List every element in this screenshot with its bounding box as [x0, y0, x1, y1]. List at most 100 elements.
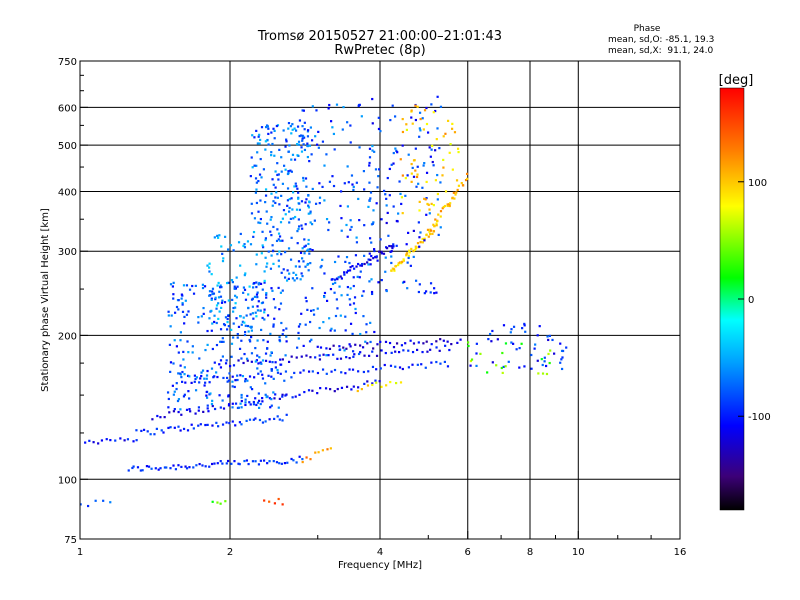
echo-point	[237, 325, 241, 329]
echo-point	[84, 441, 87, 444]
echo-point	[300, 272, 303, 275]
echo-point	[306, 263, 309, 266]
echo-point	[218, 290, 221, 293]
echo-point	[151, 418, 154, 421]
echo-point	[367, 370, 370, 373]
echo-point	[304, 265, 307, 268]
echo-point	[239, 314, 242, 318]
echo-point	[444, 344, 447, 347]
echo-point	[328, 103, 331, 107]
echo-point	[561, 349, 565, 353]
echo-point	[414, 118, 418, 122]
echo-point	[442, 166, 445, 169]
echo-point	[435, 291, 438, 294]
echo-point	[201, 283, 204, 286]
echo-point	[180, 376, 183, 379]
echo-point	[415, 175, 419, 179]
echo-point	[507, 360, 510, 363]
echo-point	[102, 499, 105, 502]
echo-point	[286, 204, 289, 207]
echo-point	[206, 329, 209, 333]
echo-point	[252, 400, 255, 404]
echo-point	[155, 427, 158, 430]
echo-point	[221, 355, 225, 358]
echo-point	[367, 263, 370, 266]
echo-point	[427, 235, 430, 238]
echo-point	[400, 262, 403, 265]
echo-point	[315, 109, 318, 112]
echo-point	[354, 307, 357, 311]
echo-point	[357, 104, 360, 108]
echo-point	[303, 390, 306, 394]
echo-point	[327, 107, 330, 110]
echo-point	[255, 315, 258, 318]
echo-point	[233, 385, 236, 389]
echo-point	[261, 244, 264, 247]
echo-point	[223, 301, 227, 304]
echo-point	[437, 213, 440, 216]
echo-point	[232, 322, 235, 325]
echo-point	[290, 355, 293, 358]
echo-point	[301, 109, 304, 112]
echo-point	[297, 337, 300, 340]
echo-point	[251, 134, 254, 137]
echo-point	[212, 292, 216, 295]
echo-point	[281, 217, 284, 220]
echo-point	[369, 321, 372, 324]
echo-point	[188, 288, 192, 291]
echo-point	[395, 244, 398, 247]
echo-point	[216, 284, 219, 287]
echo-point	[429, 282, 433, 285]
echo-point	[172, 393, 175, 396]
echo-point	[273, 502, 277, 505]
echo-point	[402, 259, 405, 262]
echo-point	[521, 327, 524, 330]
echo-point	[429, 229, 433, 232]
echo-point	[379, 340, 382, 344]
echo-point	[298, 393, 301, 396]
echo-point	[423, 237, 426, 240]
echo-point	[255, 403, 258, 407]
echo-point	[559, 361, 562, 364]
echo-point	[323, 164, 326, 167]
echo-point	[252, 418, 255, 421]
echo-point	[491, 329, 494, 333]
echo-point	[357, 352, 361, 356]
echo-point	[407, 256, 410, 260]
echo-point	[291, 396, 294, 399]
echo-point	[211, 292, 214, 296]
echo-point	[371, 149, 374, 152]
echo-point	[439, 215, 442, 218]
echo-point	[398, 350, 401, 354]
y-tick-label: 600	[58, 103, 77, 114]
echo-point	[346, 285, 349, 289]
echo-point	[211, 500, 214, 503]
echo-point	[418, 209, 421, 212]
echo-point	[287, 127, 290, 130]
echo-point	[530, 367, 533, 370]
echo-point	[371, 222, 374, 225]
echo-point	[175, 305, 179, 309]
echo-point	[204, 465, 207, 468]
echo-point	[309, 210, 312, 213]
echo-point	[543, 356, 546, 359]
echo-point	[162, 431, 165, 434]
echo-point	[436, 198, 439, 201]
echo-point	[251, 305, 254, 308]
echo-point	[470, 358, 474, 361]
echo-point	[421, 350, 424, 354]
echo-point	[430, 361, 433, 364]
echo-point	[460, 181, 463, 185]
echo-point	[260, 252, 263, 255]
echo-point	[182, 350, 185, 354]
echo-point	[273, 154, 276, 157]
echo-point	[200, 315, 203, 318]
echo-point	[264, 148, 267, 151]
echo-point	[333, 148, 336, 151]
echo-point	[232, 306, 235, 310]
echo-point	[421, 117, 424, 120]
echo-point	[177, 464, 180, 467]
echo-point	[261, 377, 265, 380]
echo-point	[293, 279, 296, 282]
echo-point	[371, 144, 374, 148]
